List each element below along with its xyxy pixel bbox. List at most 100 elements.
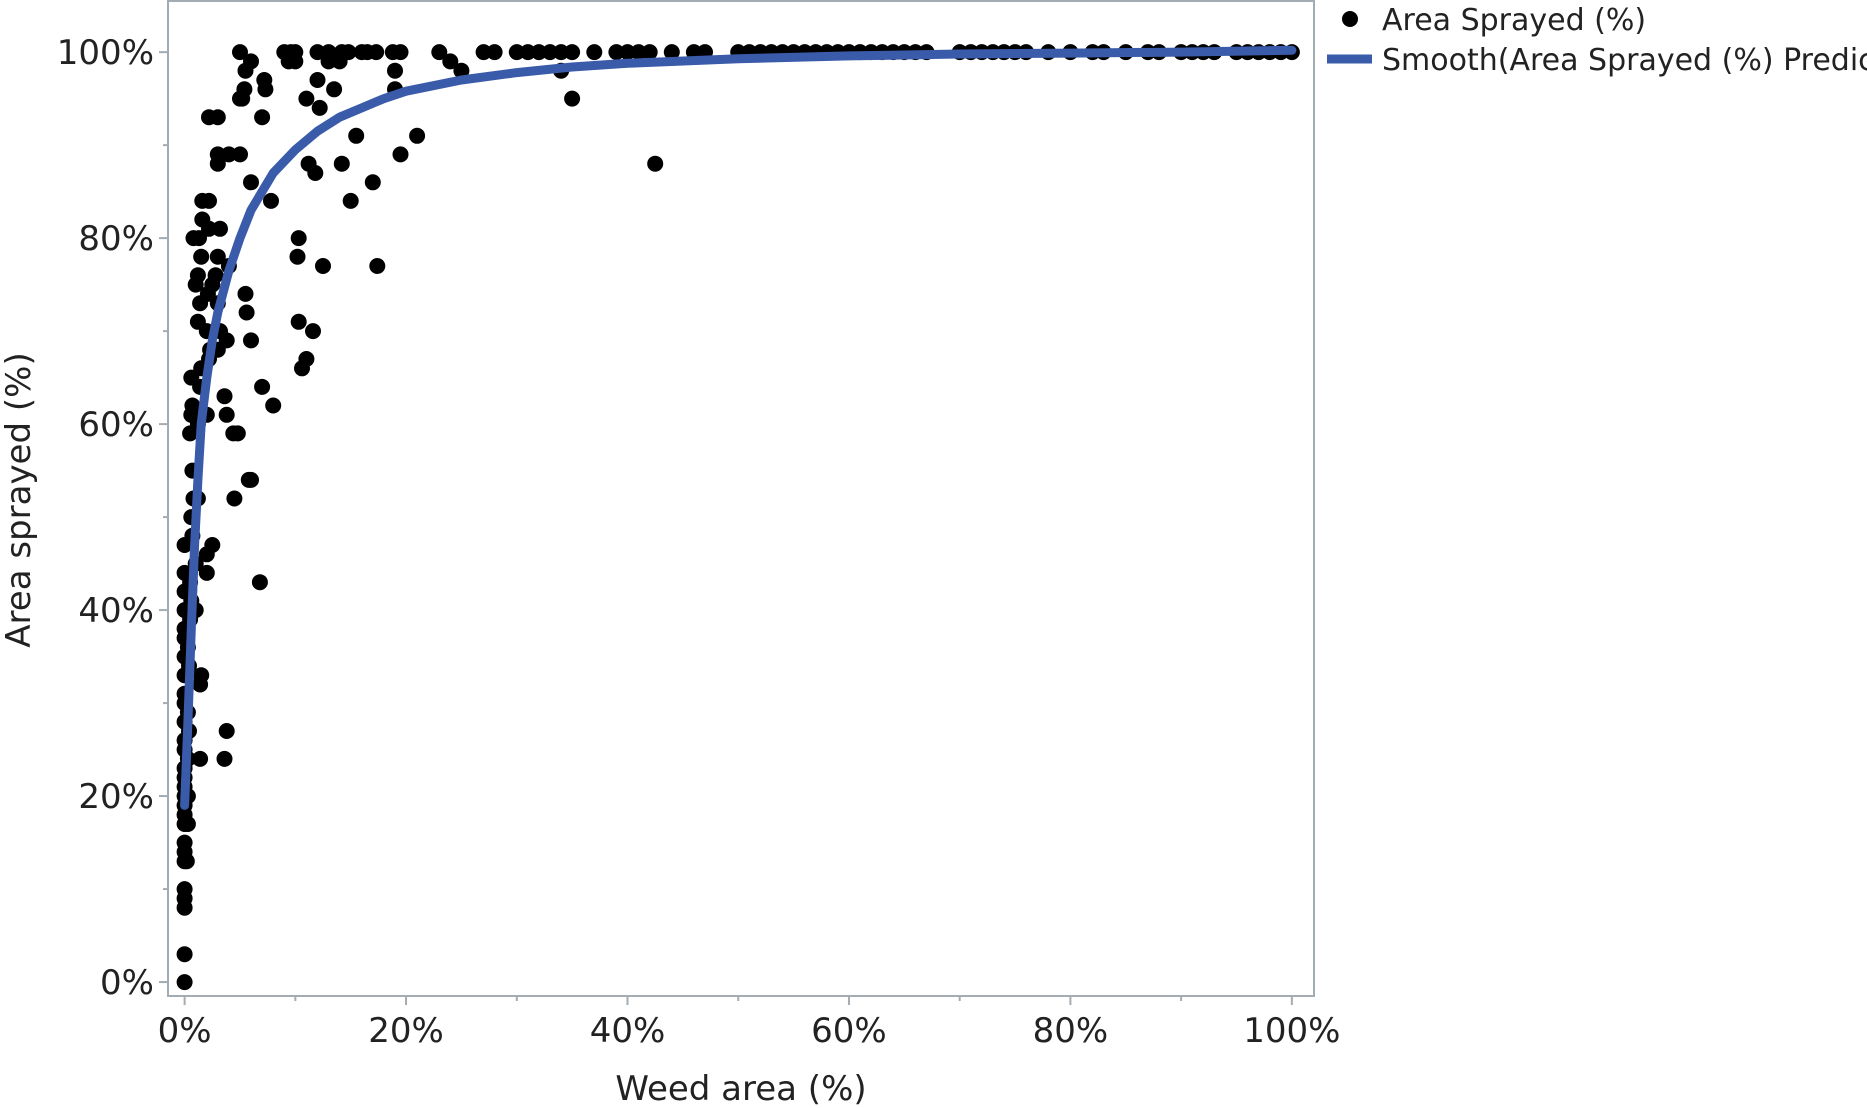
data-point xyxy=(243,332,259,349)
data-point xyxy=(176,946,193,963)
data-point xyxy=(232,44,248,61)
data-point xyxy=(243,174,259,191)
data-point xyxy=(193,248,210,265)
data-point xyxy=(586,44,603,61)
data-points xyxy=(176,44,1300,991)
data-point xyxy=(189,267,206,284)
data-point xyxy=(553,44,570,61)
data-point xyxy=(326,81,343,98)
y-tick-label: 100% xyxy=(57,33,154,73)
data-point xyxy=(289,248,306,265)
legend: Area Sprayed (%) Smooth(Area Sprayed (%)… xyxy=(1327,3,1867,78)
data-point xyxy=(530,44,547,61)
y-axis-title: Area sprayed (%) xyxy=(0,352,39,647)
data-point xyxy=(237,285,254,302)
data-point xyxy=(542,44,558,61)
data-point xyxy=(519,44,536,61)
data-point xyxy=(218,723,235,739)
data-point xyxy=(287,53,304,70)
data-point xyxy=(218,332,235,349)
data-point xyxy=(192,750,209,767)
data-point xyxy=(178,853,195,870)
plot-frame xyxy=(167,0,1315,997)
data-point xyxy=(254,378,271,395)
data-point xyxy=(409,127,426,144)
legend-marker-points xyxy=(1342,11,1358,27)
data-point xyxy=(342,192,359,209)
y-tick-label: 0% xyxy=(100,963,154,1003)
data-point xyxy=(204,537,221,553)
data-point xyxy=(176,881,193,898)
data-point xyxy=(198,564,215,581)
data-point xyxy=(364,174,381,191)
x-axis-title: Weed area (%) xyxy=(615,1069,866,1108)
data-point xyxy=(220,146,237,163)
data-point xyxy=(369,258,386,274)
data-point xyxy=(209,146,226,163)
data-point xyxy=(486,44,503,61)
data-point xyxy=(236,81,253,98)
data-point xyxy=(176,834,193,851)
data-point xyxy=(348,127,365,144)
data-point xyxy=(315,258,331,274)
data-point xyxy=(209,109,226,126)
axis-ticks xyxy=(159,51,1293,1005)
x-tick-label: 60% xyxy=(811,1011,887,1051)
data-point xyxy=(226,490,243,507)
data-point xyxy=(254,109,271,126)
data-point xyxy=(251,574,268,591)
smooth-predictor-line xyxy=(180,45,1297,810)
x-tick-label: 40% xyxy=(590,1011,666,1051)
data-point xyxy=(257,81,274,98)
x-tick-label: 0% xyxy=(158,1011,212,1051)
data-point xyxy=(201,192,217,209)
data-point xyxy=(320,44,337,61)
data-point xyxy=(201,220,217,237)
x-tick-label: 80% xyxy=(1033,1011,1109,1051)
data-point xyxy=(290,313,307,330)
data-point xyxy=(243,53,259,70)
data-point xyxy=(392,44,409,61)
data-point xyxy=(232,146,248,163)
data-point xyxy=(298,351,315,367)
data-point xyxy=(265,397,282,414)
data-point xyxy=(179,816,196,832)
data-point xyxy=(475,44,492,61)
x-tick-label: 100% xyxy=(1243,1011,1340,1051)
y-tick-label: 80% xyxy=(78,219,154,259)
y-tick-label: 60% xyxy=(78,405,154,445)
data-point xyxy=(243,471,259,488)
data-point xyxy=(641,44,658,61)
legend-label-smooth: Smooth(Area Sprayed (%) Predictor) xyxy=(1382,43,1867,78)
data-point xyxy=(392,146,409,163)
data-point xyxy=(307,165,324,181)
data-point xyxy=(340,44,357,61)
data-point xyxy=(442,53,459,70)
legend-label-points: Area Sprayed (%) xyxy=(1382,3,1646,38)
data-point xyxy=(619,44,636,61)
data-point xyxy=(209,248,226,265)
data-point xyxy=(564,90,581,107)
data-point xyxy=(212,220,228,237)
data-point xyxy=(218,406,235,423)
data-point xyxy=(184,397,201,414)
data-point xyxy=(192,676,209,693)
data-point xyxy=(309,72,326,88)
data-point xyxy=(647,155,664,172)
data-point xyxy=(207,267,224,284)
data-point xyxy=(431,44,448,61)
data-point xyxy=(453,62,470,79)
data-point xyxy=(238,304,255,321)
data-point xyxy=(508,44,525,61)
data-point xyxy=(263,192,279,209)
data-point xyxy=(564,44,581,61)
y-tick-label: 40% xyxy=(78,591,154,631)
data-point xyxy=(191,230,207,247)
data-point xyxy=(290,230,307,247)
data-point xyxy=(608,44,625,61)
data-point xyxy=(305,323,321,340)
data-point xyxy=(216,750,233,767)
data-point xyxy=(176,974,193,991)
data-point xyxy=(663,44,680,61)
